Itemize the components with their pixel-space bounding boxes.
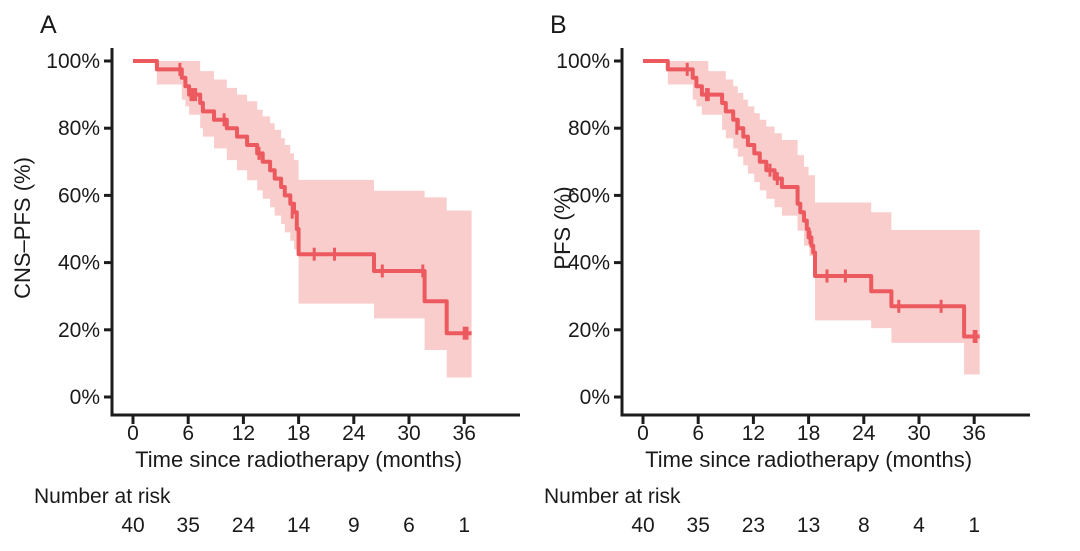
- risk-table-label: Number at risk: [544, 485, 681, 508]
- y-tick-label: 20%: [568, 319, 610, 342]
- x-tick-label: 36: [963, 422, 986, 445]
- x-tick-label: 6: [182, 422, 194, 445]
- risk-count: 4: [913, 514, 925, 537]
- y-tick-label: 20%: [58, 319, 100, 342]
- x-tick-label: 18: [287, 422, 310, 445]
- x-tick-label: 30: [907, 422, 930, 445]
- risk-count: 23: [742, 514, 765, 537]
- panel-label: A: [40, 11, 57, 39]
- y-tick-label: 80%: [58, 117, 100, 140]
- risk-count: 40: [631, 514, 654, 537]
- x-tick-label: 0: [127, 422, 139, 445]
- x-tick-label: 0: [637, 422, 649, 445]
- risk-count: 6: [403, 514, 415, 537]
- risk-count: 14: [287, 514, 311, 537]
- y-axis-title: CNS–PFS (%): [10, 157, 35, 299]
- x-axis-title: Time since radiotherapy (months): [135, 447, 462, 472]
- y-tick-label: 100%: [46, 50, 100, 73]
- y-tick-label: 80%: [568, 117, 610, 140]
- y-tick-label: 0%: [70, 386, 100, 409]
- risk-table-label: Number at risk: [34, 485, 171, 508]
- x-tick-label: 24: [852, 422, 876, 445]
- risk-count: 35: [177, 514, 200, 537]
- x-tick-label: 6: [692, 422, 704, 445]
- x-tick-label: 12: [742, 422, 765, 445]
- x-tick-label: 24: [342, 422, 366, 445]
- risk-count: 40: [121, 514, 144, 537]
- y-axis-title: PFS (%): [550, 186, 575, 269]
- y-tick-label: 100%: [556, 50, 610, 73]
- y-tick-label: 0%: [580, 386, 610, 409]
- survival-curve: [133, 59, 472, 336]
- risk-count: 13: [797, 514, 820, 537]
- x-tick-label: 12: [232, 422, 255, 445]
- y-tick-label: 60%: [58, 184, 100, 207]
- risk-count: 1: [458, 514, 470, 537]
- risk-count: 35: [687, 514, 710, 537]
- x-tick-label: 30: [397, 422, 420, 445]
- panel-label: B: [550, 11, 567, 39]
- y-tick-label: 60%: [568, 184, 610, 207]
- x-axis-title: Time since radiotherapy (months): [645, 447, 972, 472]
- y-tick-label: 40%: [58, 252, 100, 275]
- x-tick-label: 18: [797, 422, 820, 445]
- risk-count: 8: [858, 514, 870, 537]
- confidence-band: [643, 61, 980, 375]
- risk-count: 1: [968, 514, 980, 537]
- y-tick-label: 40%: [568, 252, 610, 275]
- risk-count: 24: [232, 514, 256, 537]
- x-tick-label: 36: [453, 422, 476, 445]
- confidence-band: [133, 61, 472, 378]
- risk-count: 9: [348, 514, 360, 537]
